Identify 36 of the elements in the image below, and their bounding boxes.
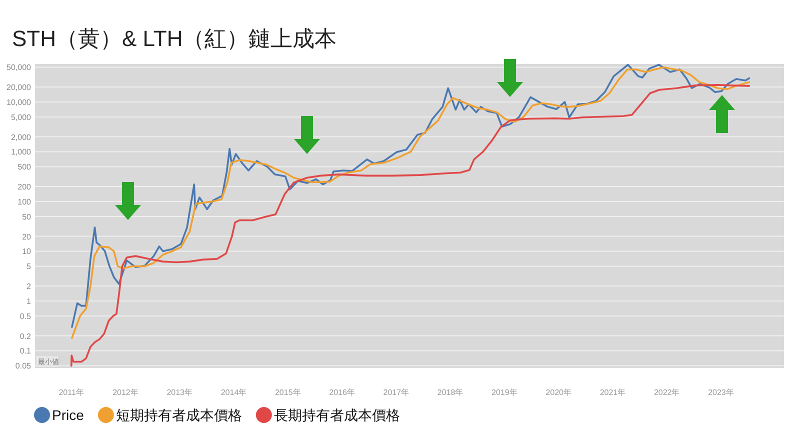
legend-label: Price <box>52 407 84 423</box>
y-tick-label: 0.1 <box>20 346 32 356</box>
y-tick-label: 100 <box>18 197 32 206</box>
x-tick-label: 2017年 <box>383 388 410 397</box>
x-tick-label: 2022年 <box>654 388 680 397</box>
x-tick-label: 2015年 <box>274 388 301 397</box>
y-tick-label: 10 <box>22 247 32 256</box>
y-tick-label: 200 <box>18 182 32 192</box>
y-tick-label: 2,000 <box>10 132 32 142</box>
y-tick-label: 0.5 <box>20 312 32 321</box>
chart-title: STH（黄）& LTH（紅）鏈上成本 <box>12 26 337 51</box>
x-tick-label: 2013年 <box>166 388 193 397</box>
y-tick-label: 500 <box>18 162 32 172</box>
x-tick-label: 2016年 <box>329 388 355 397</box>
x-tick-label: 2012年 <box>112 388 138 397</box>
x-tick-label: 2020年 <box>546 388 572 397</box>
y-tick-label: 2 <box>26 282 32 292</box>
y-tick-label: 20,000 <box>6 83 32 92</box>
y-tick-label: 50,000 <box>6 63 32 72</box>
y-tick-label: 0.2 <box>20 332 32 341</box>
x-tick-label: 2018年 <box>437 388 464 397</box>
legend-label: 長期持有者成本價格 <box>274 407 400 423</box>
y-tick-label: 0.05 <box>15 362 32 371</box>
x-tick-label: 2023年 <box>708 388 734 397</box>
y-tick-label: 1 <box>26 296 32 306</box>
legend-label: 短期持有者成本價格 <box>116 407 242 423</box>
y-tick-label: 5 <box>26 262 32 272</box>
y-tick-label: 1,000 <box>10 148 32 157</box>
x-tick-label: 2011年 <box>58 388 84 397</box>
x-tick-label: 2021年 <box>600 388 626 397</box>
y-tick-label: 20 <box>22 232 32 242</box>
y-tick-label: 10,000 <box>6 98 32 107</box>
x-tick-label: 2014年 <box>220 388 247 397</box>
x-tick-label: 2019年 <box>492 388 518 397</box>
y-tick-label: 50 <box>22 212 32 222</box>
y-tick-label: 5,000 <box>10 112 32 122</box>
